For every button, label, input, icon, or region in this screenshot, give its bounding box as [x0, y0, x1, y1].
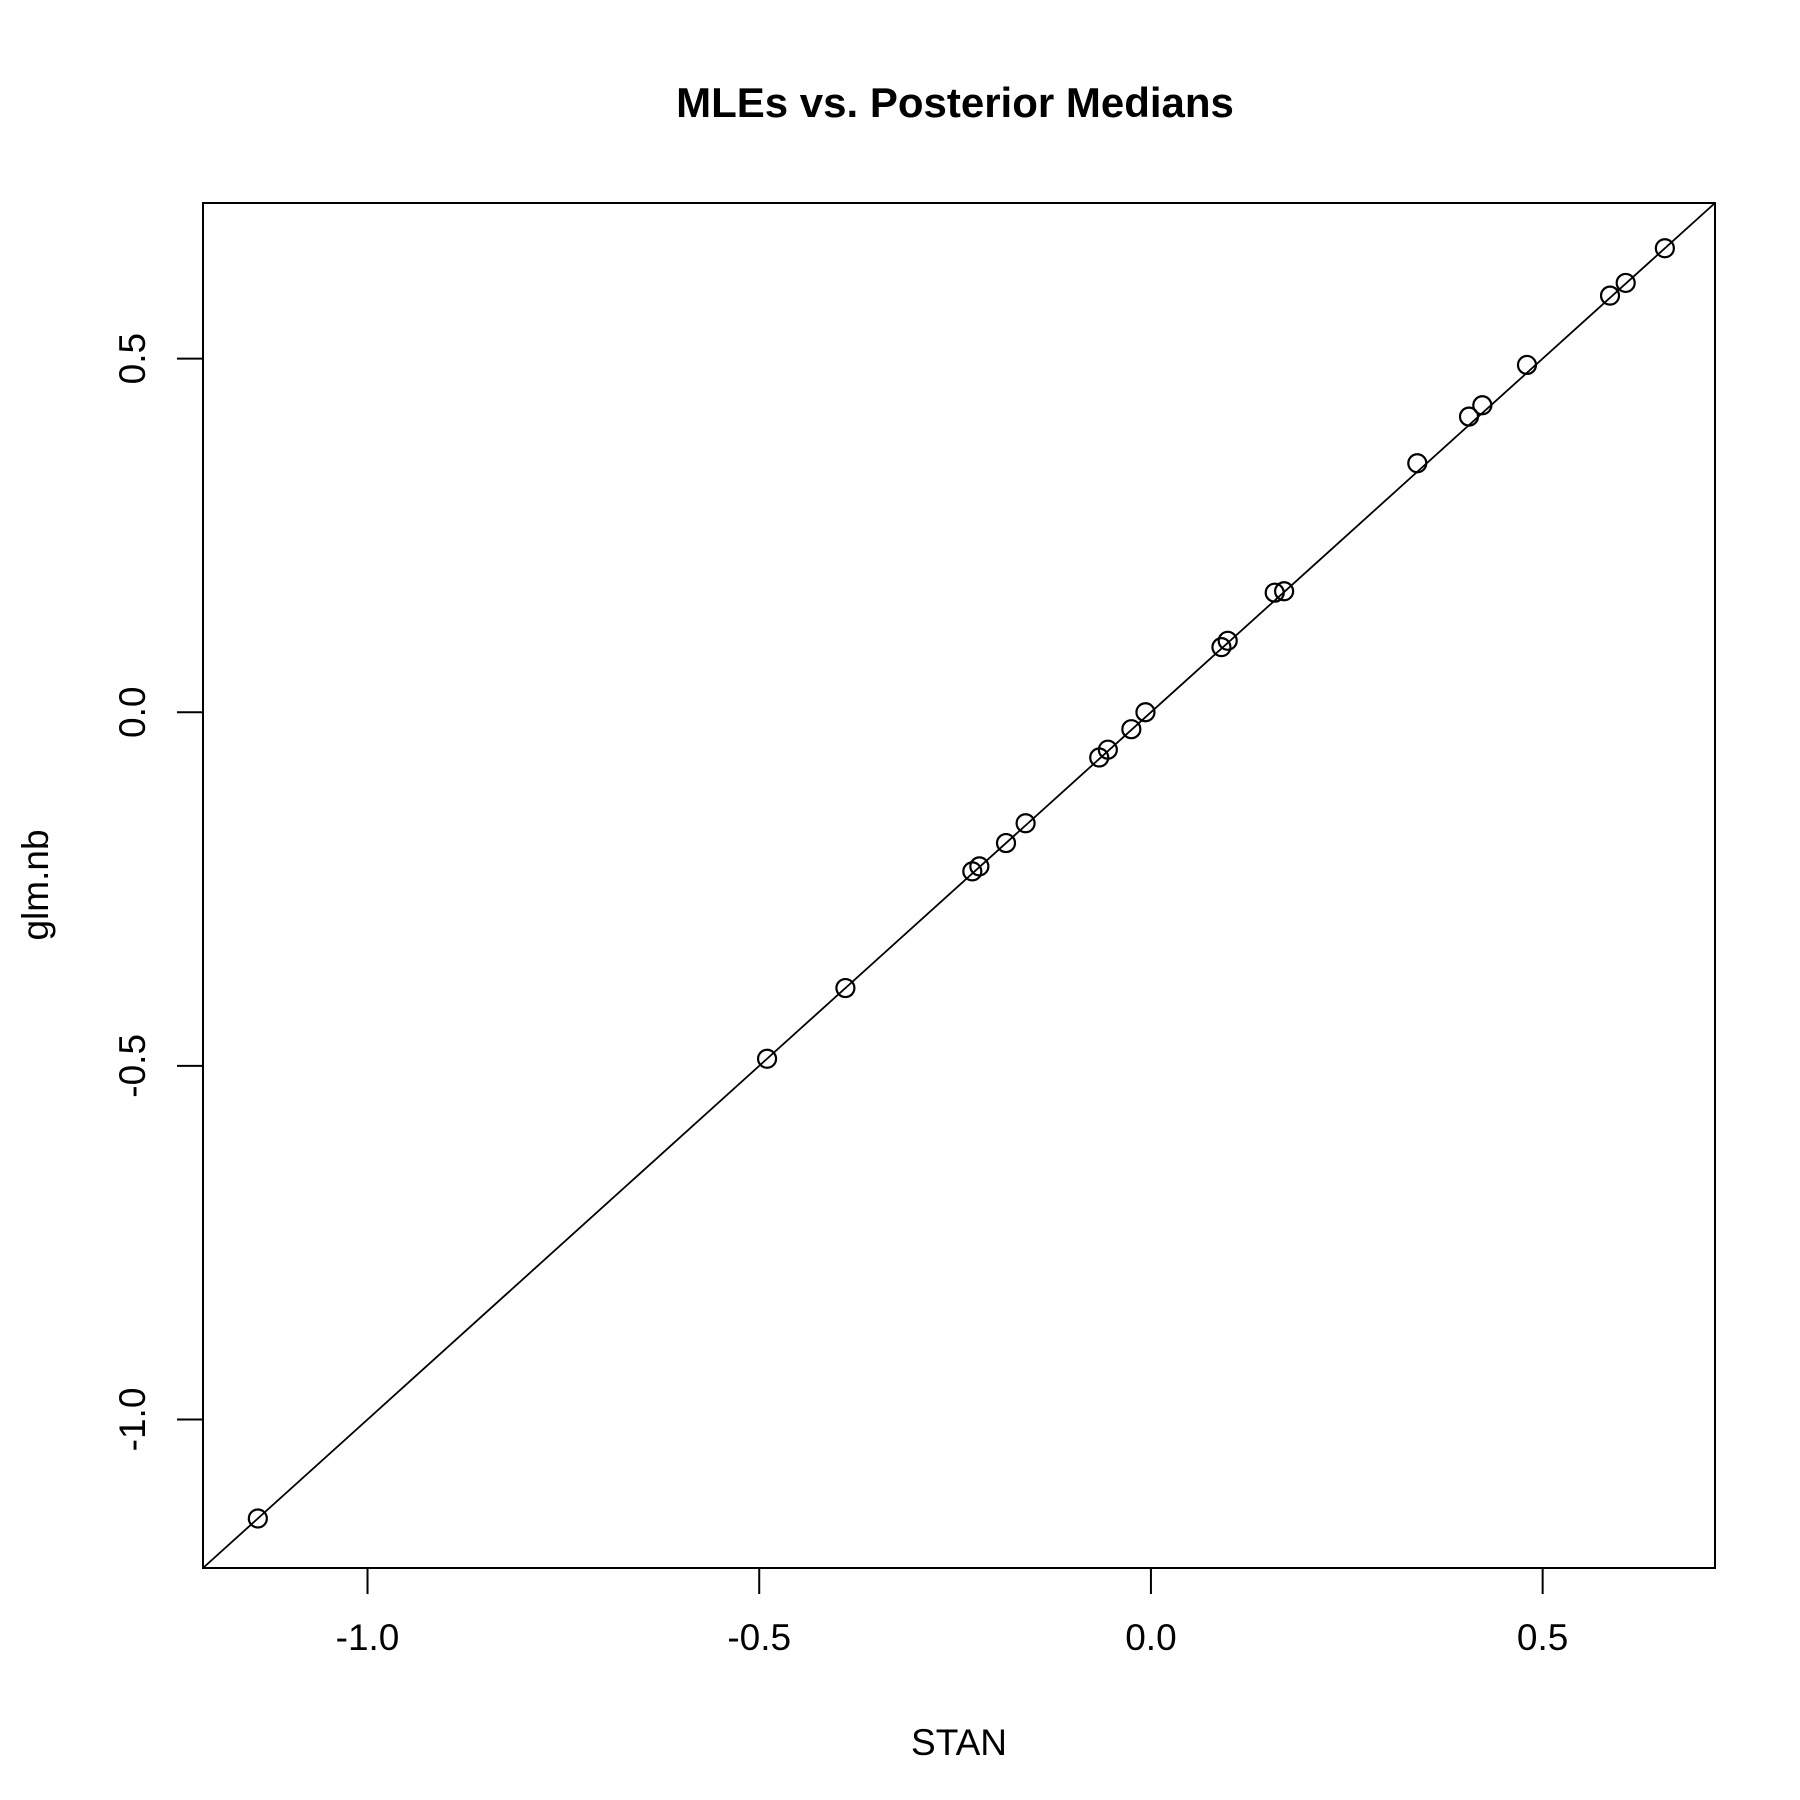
x-tick-label-0: -1.0	[336, 1617, 400, 1658]
plot-area	[203, 203, 1715, 1568]
y-axis: -1.0 -0.5 0.0 0.5	[112, 333, 203, 1451]
chart-title: MLEs vs. Posterior Medians	[676, 79, 1234, 126]
x-axis-label: STAN	[911, 1722, 1007, 1763]
x-tick-label-1: -0.5	[727, 1617, 791, 1658]
y-tick-label-1: -0.5	[112, 1034, 153, 1098]
x-tick-label-2: 0.0	[1125, 1617, 1176, 1658]
data-point-19	[1601, 287, 1619, 305]
data-point-18	[1518, 356, 1536, 374]
y-tick-label-2: 0.0	[112, 687, 153, 738]
y-axis-label: glm.nb	[15, 829, 56, 940]
y-tick-label-3: 0.5	[112, 333, 153, 384]
data-point-15	[1408, 454, 1426, 472]
y-tick-label-0: -1.0	[112, 1388, 153, 1452]
identity-reference-line	[203, 203, 1715, 1568]
data-point-6	[1017, 814, 1035, 832]
x-axis: -1.0 -0.5 0.0 0.5	[336, 1568, 1569, 1658]
data-point-17	[1473, 396, 1491, 414]
x-tick-label-3: 0.5	[1517, 1617, 1568, 1658]
